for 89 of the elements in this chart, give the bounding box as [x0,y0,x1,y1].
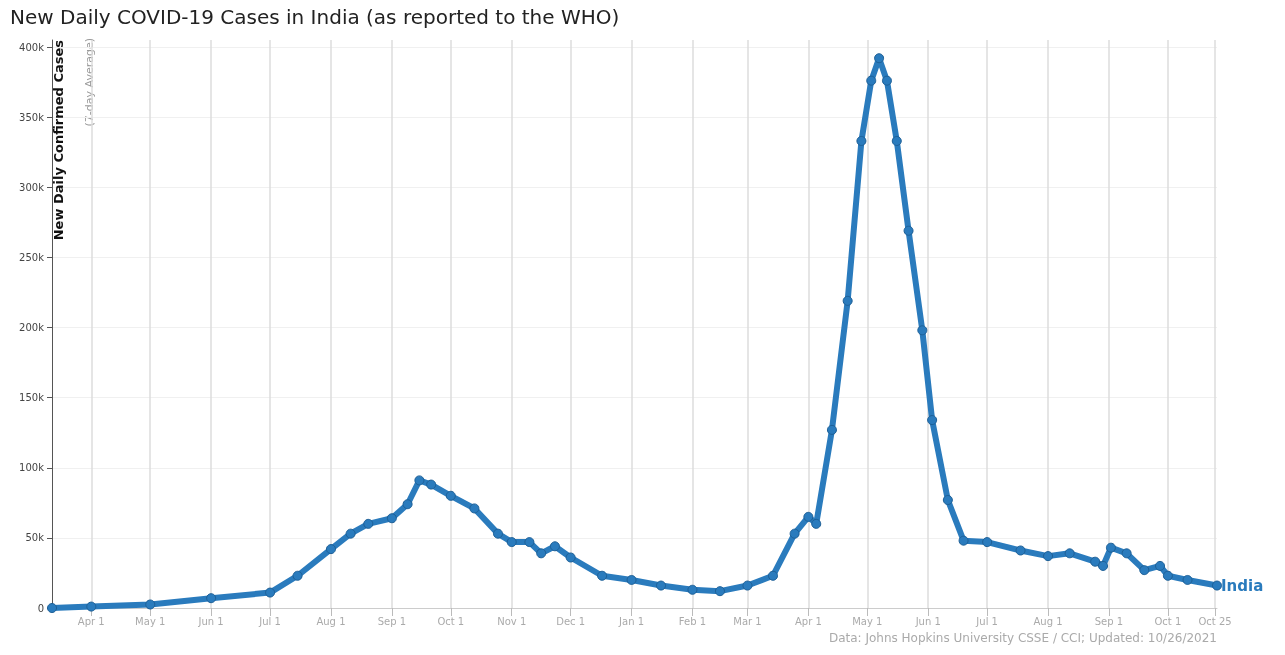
point [803,511,814,522]
chart-title: New Daily COVID-19 Cases in India (as reported to the WHO) [10,5,620,29]
y-tick-label: 50k [25,532,45,544]
x-tick-label: Oct 1 [1154,615,1182,627]
point [982,537,993,548]
point [386,513,397,524]
point [469,503,480,514]
point [789,528,800,539]
x-tick-label: Jan 1 [618,615,645,627]
point [536,548,547,559]
point [942,495,953,506]
point [1121,548,1132,559]
x-tick-label: Oct 1 [437,615,465,627]
point [856,135,867,146]
x-tick-label: Oct 25 [1198,615,1232,627]
x-tick-label: Aug 1 [1033,615,1063,627]
point [687,584,698,595]
point [414,475,425,486]
point [325,544,336,555]
point [265,587,276,598]
point [1015,545,1026,556]
point [917,325,928,336]
x-tick-label: Aug 1 [316,615,346,627]
point [47,603,57,613]
point [742,580,753,591]
point [565,552,576,563]
point [345,528,356,539]
point [549,541,560,552]
y-tick-label: 150k [19,392,45,404]
y-tick-label: 100k [19,462,45,474]
x-tick-label: Feb 1 [678,615,707,627]
point [1182,574,1193,585]
y-tick-label: 300k [19,181,45,193]
y-axis-title: New Daily Confirmed Cases [51,39,66,241]
x-tick-label: Jul 1 [975,615,998,627]
x-tick-label: Sep 1 [1094,615,1124,627]
point [768,570,778,581]
point [597,570,608,581]
point [292,570,303,581]
x-tick-label: Sep 1 [377,615,407,627]
point [1043,551,1054,562]
point [656,580,667,591]
point [1139,565,1150,576]
point [826,424,837,435]
point [524,537,535,548]
point [626,574,637,585]
point [1098,560,1109,571]
point [145,599,156,610]
point [445,490,456,501]
point [402,499,413,510]
x-tick-label: May 1 [852,615,883,627]
point [811,518,822,529]
point [958,535,969,546]
y-tick-label: 400k [19,41,45,53]
point [1212,580,1222,591]
y-tick-label: 250k [19,251,45,263]
x-tick-label: Mar 1 [733,615,762,627]
point [842,295,853,306]
point [86,601,97,612]
point [903,225,914,236]
point [1090,556,1101,567]
point [363,518,374,529]
point [1162,570,1173,581]
point [881,75,892,86]
point [874,53,885,64]
point [426,479,437,490]
x-tick-label: Nov 1 [497,615,527,627]
x-tick-label: Apr 1 [77,615,105,627]
x-tick-label: Jun 1 [914,615,941,627]
point [506,537,517,548]
y-tick-label: 350k [19,111,45,123]
x-tick-label: Jul 1 [258,615,281,627]
point [492,528,503,539]
text: Data: Johns Hopkins University CSSE / CCI; Updated: 10/26/2021 [828,631,1217,645]
point [1064,548,1075,559]
y-tick-label: 200k [19,322,45,334]
point [1155,560,1166,571]
x-tick-label: Dec 1 [556,615,586,627]
x-tick-label: Apr 1 [794,615,822,627]
point [866,75,877,86]
point [891,135,902,146]
point [1105,542,1116,553]
point [206,593,217,604]
series-label: India [1221,576,1264,595]
point [927,415,938,426]
y-tick-label: 0 [37,602,44,614]
point [714,586,725,597]
x-tick-label: Jun 1 [197,615,224,627]
x-tick-label: May 1 [135,615,166,627]
